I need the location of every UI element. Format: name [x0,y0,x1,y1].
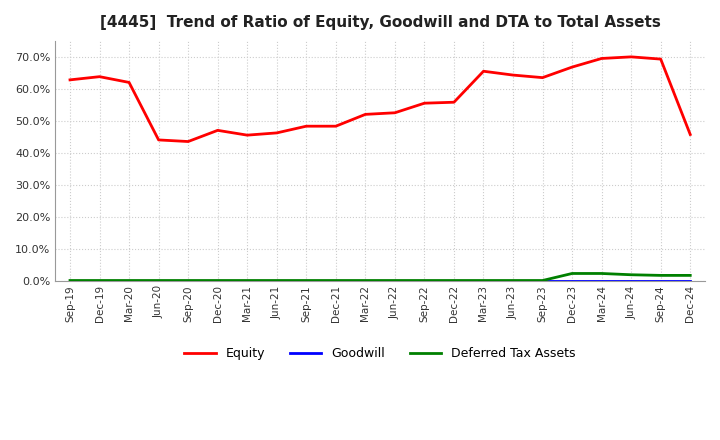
Legend: Equity, Goodwill, Deferred Tax Assets: Equity, Goodwill, Deferred Tax Assets [179,342,581,365]
Title: [4445]  Trend of Ratio of Equity, Goodwill and DTA to Total Assets: [4445] Trend of Ratio of Equity, Goodwil… [99,15,660,30]
